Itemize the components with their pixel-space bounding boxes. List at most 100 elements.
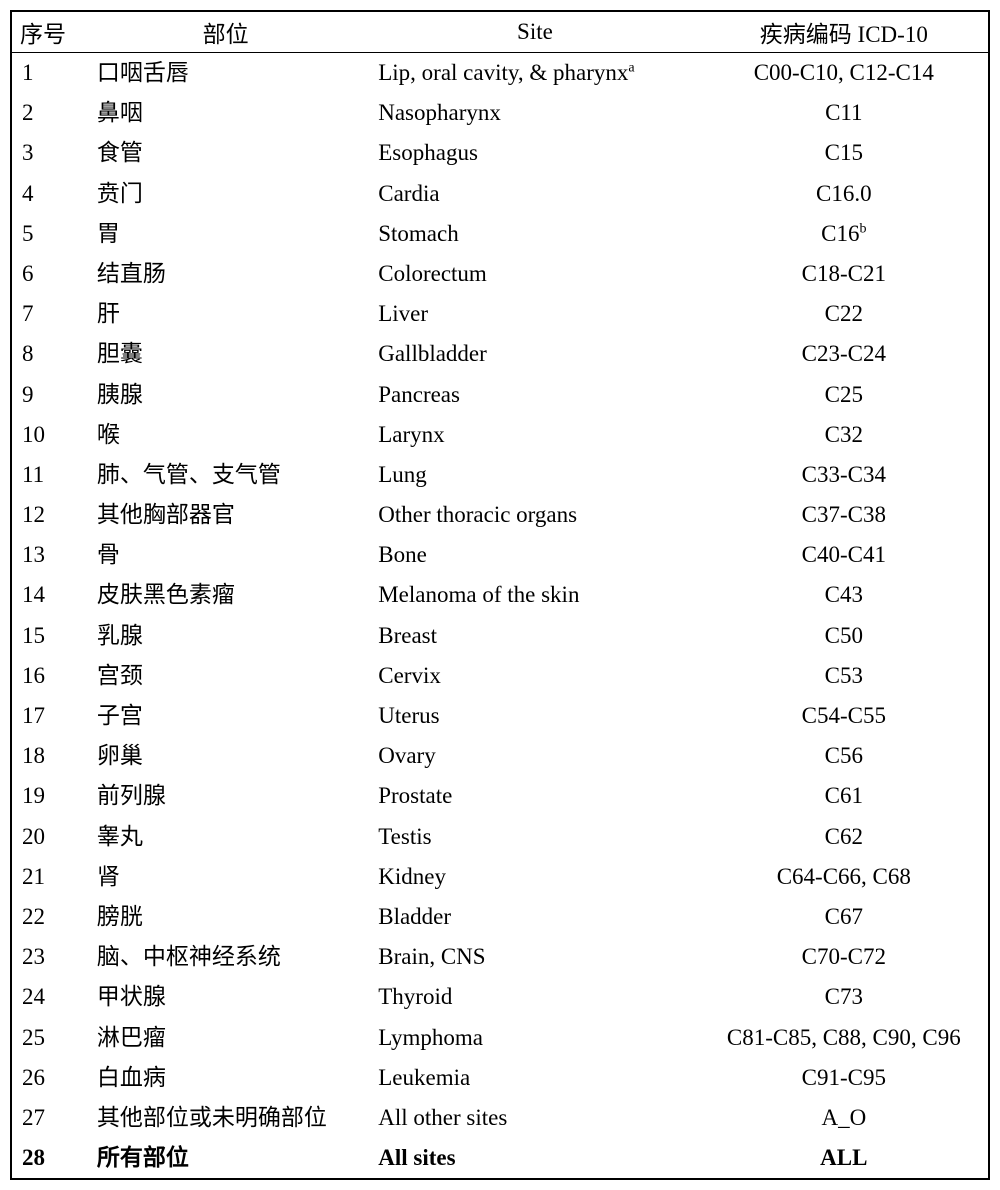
cell-icd: C91-C95 (700, 1058, 989, 1098)
cell-site-cn: 膀胱 (81, 897, 370, 937)
table-row: 20睾丸TestisC62 (11, 817, 989, 857)
cell-seq: 10 (11, 415, 81, 455)
cell-icd: C25 (700, 375, 989, 415)
table-row: 21肾KidneyC64-C66, C68 (11, 857, 989, 897)
cell-site-cn: 脑、中枢神经系统 (81, 937, 370, 977)
cell-icd: C16b (700, 214, 989, 254)
cell-site-cn: 宫颈 (81, 656, 370, 696)
cell-seq: 9 (11, 375, 81, 415)
cell-seq: 17 (11, 696, 81, 736)
cell-icd: C22 (700, 294, 989, 334)
cell-icd: C11 (700, 93, 989, 133)
cell-site-cn: 淋巴瘤 (81, 1018, 370, 1058)
cell-site-en: Kidney (370, 857, 699, 897)
table-row: 25淋巴瘤LymphomaC81-C85, C88, C90, C96 (11, 1018, 989, 1058)
cell-site-cn: 白血病 (81, 1058, 370, 1098)
cell-site-cn: 前列腺 (81, 776, 370, 816)
cell-site-cn: 子宫 (81, 696, 370, 736)
cell-site-cn: 结直肠 (81, 254, 370, 294)
cell-icd: C33-C34 (700, 455, 989, 495)
cell-seq: 3 (11, 133, 81, 173)
cell-site-en: Leukemia (370, 1058, 699, 1098)
cell-icd: C73 (700, 977, 989, 1017)
cell-seq: 19 (11, 776, 81, 816)
table-row: 3食管EsophagusC15 (11, 133, 989, 173)
table-row: 8胆囊GallbladderC23-C24 (11, 334, 989, 374)
cell-icd: C61 (700, 776, 989, 816)
cell-site-en: Ovary (370, 736, 699, 776)
cell-site-en: Breast (370, 616, 699, 656)
cell-seq: 21 (11, 857, 81, 897)
cell-seq: 11 (11, 455, 81, 495)
cell-icd: C37-C38 (700, 495, 989, 535)
header-seq: 序号 (11, 11, 81, 53)
cell-icd: C53 (700, 656, 989, 696)
cell-site-cn: 甲状腺 (81, 977, 370, 1017)
cell-site-cn: 其他部位或未明确部位 (81, 1098, 370, 1138)
cell-seq: 25 (11, 1018, 81, 1058)
cell-site-cn: 卵巢 (81, 736, 370, 776)
cell-seq: 16 (11, 656, 81, 696)
cell-site-cn: 睾丸 (81, 817, 370, 857)
cell-seq: 13 (11, 535, 81, 575)
icd-table-container: 序号 部位 Site 疾病编码 ICD-10 1口咽舌唇Lip, oral ca… (10, 10, 990, 1180)
cell-site-en: Testis (370, 817, 699, 857)
table-row: 9胰腺PancreasC25 (11, 375, 989, 415)
cell-seq: 5 (11, 214, 81, 254)
icd-table: 序号 部位 Site 疾病编码 ICD-10 1口咽舌唇Lip, oral ca… (10, 10, 990, 1180)
cell-site-en: Pancreas (370, 375, 699, 415)
cell-seq: 28 (11, 1138, 81, 1179)
cell-site-cn: 胃 (81, 214, 370, 254)
cell-icd: C56 (700, 736, 989, 776)
cell-icd: C54-C55 (700, 696, 989, 736)
cell-site-en: All sites (370, 1138, 699, 1179)
cell-seq: 15 (11, 616, 81, 656)
cell-icd: C67 (700, 897, 989, 937)
table-header: 序号 部位 Site 疾病编码 ICD-10 (11, 11, 989, 53)
superscript: b (859, 221, 866, 236)
cell-seq: 18 (11, 736, 81, 776)
header-site-cn: 部位 (81, 11, 370, 53)
cell-site-cn: 乳腺 (81, 616, 370, 656)
cell-seq: 23 (11, 937, 81, 977)
cell-icd: C15 (700, 133, 989, 173)
cell-seq: 4 (11, 174, 81, 214)
cell-icd: C23-C24 (700, 334, 989, 374)
cell-site-en: Cervix (370, 656, 699, 696)
cell-site-cn: 其他胸部器官 (81, 495, 370, 535)
cell-site-en: Stomach (370, 214, 699, 254)
cell-icd: ALL (700, 1138, 989, 1179)
cell-site-cn: 皮肤黑色素瘤 (81, 575, 370, 615)
cell-icd: C50 (700, 616, 989, 656)
table-row: 12其他胸部器官Other thoracic organsC37-C38 (11, 495, 989, 535)
cell-site-en: Liver (370, 294, 699, 334)
cell-site-cn: 骨 (81, 535, 370, 575)
table-row: 13骨BoneC40-C41 (11, 535, 989, 575)
table-row: 22膀胱BladderC67 (11, 897, 989, 937)
cell-site-en: Prostate (370, 776, 699, 816)
cell-seq: 6 (11, 254, 81, 294)
cell-site-en: Lymphoma (370, 1018, 699, 1058)
cell-site-en: Gallbladder (370, 334, 699, 374)
cell-site-cn: 口咽舌唇 (81, 53, 370, 94)
cell-site-en: Colorectum (370, 254, 699, 294)
cell-seq: 27 (11, 1098, 81, 1138)
table-row: 5胃StomachC16b (11, 214, 989, 254)
cell-icd: C43 (700, 575, 989, 615)
cell-site-en: Larynx (370, 415, 699, 455)
cell-site-en: Cardia (370, 174, 699, 214)
cell-seq: 8 (11, 334, 81, 374)
cell-site-en: Nasopharynx (370, 93, 699, 133)
cell-icd: C81-C85, C88, C90, C96 (700, 1018, 989, 1058)
cell-site-en: Melanoma of the skin (370, 575, 699, 615)
cell-icd: C00-C10, C12-C14 (700, 53, 989, 94)
cell-seq: 24 (11, 977, 81, 1017)
table-row: 6结直肠ColorectumC18-C21 (11, 254, 989, 294)
cell-site-en: Lung (370, 455, 699, 495)
cell-site-cn: 食管 (81, 133, 370, 173)
cell-site-cn: 胰腺 (81, 375, 370, 415)
table-row: 19前列腺ProstateC61 (11, 776, 989, 816)
table-row: 27其他部位或未明确部位All other sitesA_O (11, 1098, 989, 1138)
table-row: 18卵巢OvaryC56 (11, 736, 989, 776)
table-row: 2鼻咽NasopharynxC11 (11, 93, 989, 133)
